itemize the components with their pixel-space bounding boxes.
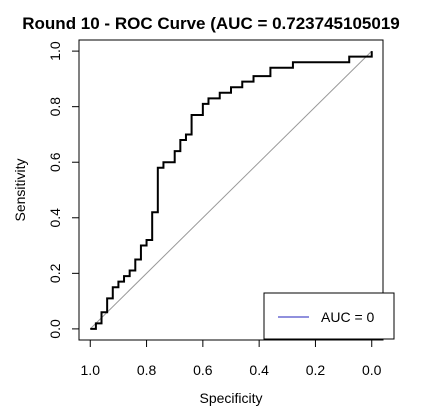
x-tick-label: 0.0 <box>362 362 382 378</box>
legend-box <box>263 292 395 340</box>
reference-diagonal-layer <box>89 50 373 330</box>
y-tick-label: 0.0 <box>47 319 63 339</box>
y-tick-label: 0.8 <box>47 97 63 117</box>
chart-title: Round 10 - ROC Curve (AUC = 0.7237451050… <box>22 14 399 33</box>
y-axis: 0.0 0.2 0.4 0.6 0.8 1.0 <box>47 41 80 339</box>
roc-curve-line <box>90 51 373 330</box>
roc-curve-layer <box>90 51 373 330</box>
y-tick-label: 0.4 <box>47 208 63 228</box>
y-tick-label: 1.0 <box>47 41 63 61</box>
y-tick-label: 0.6 <box>47 152 63 172</box>
y-tick-label: 0.2 <box>47 263 63 283</box>
x-tick-label: 1.0 <box>81 362 101 378</box>
x-tick-label: 0.8 <box>137 362 157 378</box>
reference-diagonal-line <box>89 50 373 330</box>
x-axis-label: Specificity <box>199 390 262 406</box>
x-axis: 1.0 0.8 0.6 0.4 0.2 0.0 <box>81 339 382 378</box>
x-tick-label: 0.4 <box>249 362 269 378</box>
x-tick-label: 0.6 <box>193 362 213 378</box>
y-axis-label: Sensitivity <box>12 158 28 221</box>
x-tick-label: 0.2 <box>306 362 326 378</box>
legend-label: AUC = 0 <box>321 309 375 325</box>
legend: AUC = 0 <box>263 292 395 340</box>
